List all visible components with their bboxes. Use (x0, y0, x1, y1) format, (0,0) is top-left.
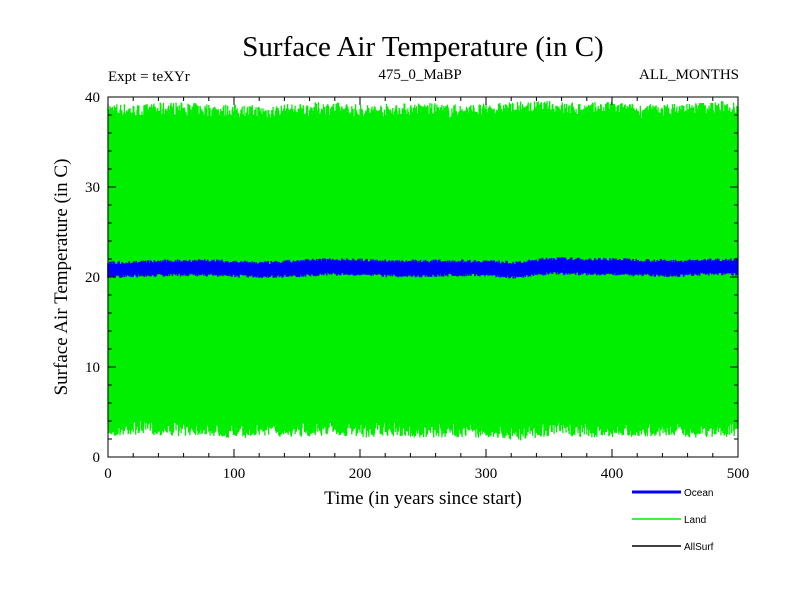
subtitle-center: 475_0_MaBP (378, 67, 461, 83)
x-tick-label: 500 (727, 466, 750, 482)
y-axis: 0 10 20 30 40 (85, 90, 738, 466)
legend-label-allsurf: AllSurf (684, 542, 714, 553)
y-axis-label: Surface Air Temperature (in C) (51, 159, 72, 396)
x-tick-label: 0 (104, 466, 112, 482)
y-tick-label: 40 (85, 90, 100, 106)
legend-label-land: Land (684, 515, 706, 526)
x-tick-label: 300 (475, 466, 498, 482)
subtitle-left: Expt = teXYr (108, 69, 190, 85)
legend-label-ocean: Ocean (684, 488, 713, 499)
x-tick-label: 200 (349, 466, 372, 482)
x-tick-label: 100 (223, 466, 246, 482)
y-tick-label: 30 (85, 180, 100, 196)
y-tick-label: 10 (85, 360, 100, 376)
y-tick-label: 0 (93, 450, 101, 466)
chart-title: Surface Air Temperature (in C) (242, 31, 603, 63)
x-tick-label: 400 (601, 466, 624, 482)
plot-area (107, 100, 739, 441)
y-tick-label: 20 (85, 270, 100, 286)
subtitle-right: ALL_MONTHS (639, 67, 739, 83)
x-axis-label: Time (in years since start) (324, 488, 522, 509)
x-axis: 0 100 200 300 400 500 (104, 97, 749, 482)
legend: Ocean Land AllSurf (632, 488, 714, 553)
